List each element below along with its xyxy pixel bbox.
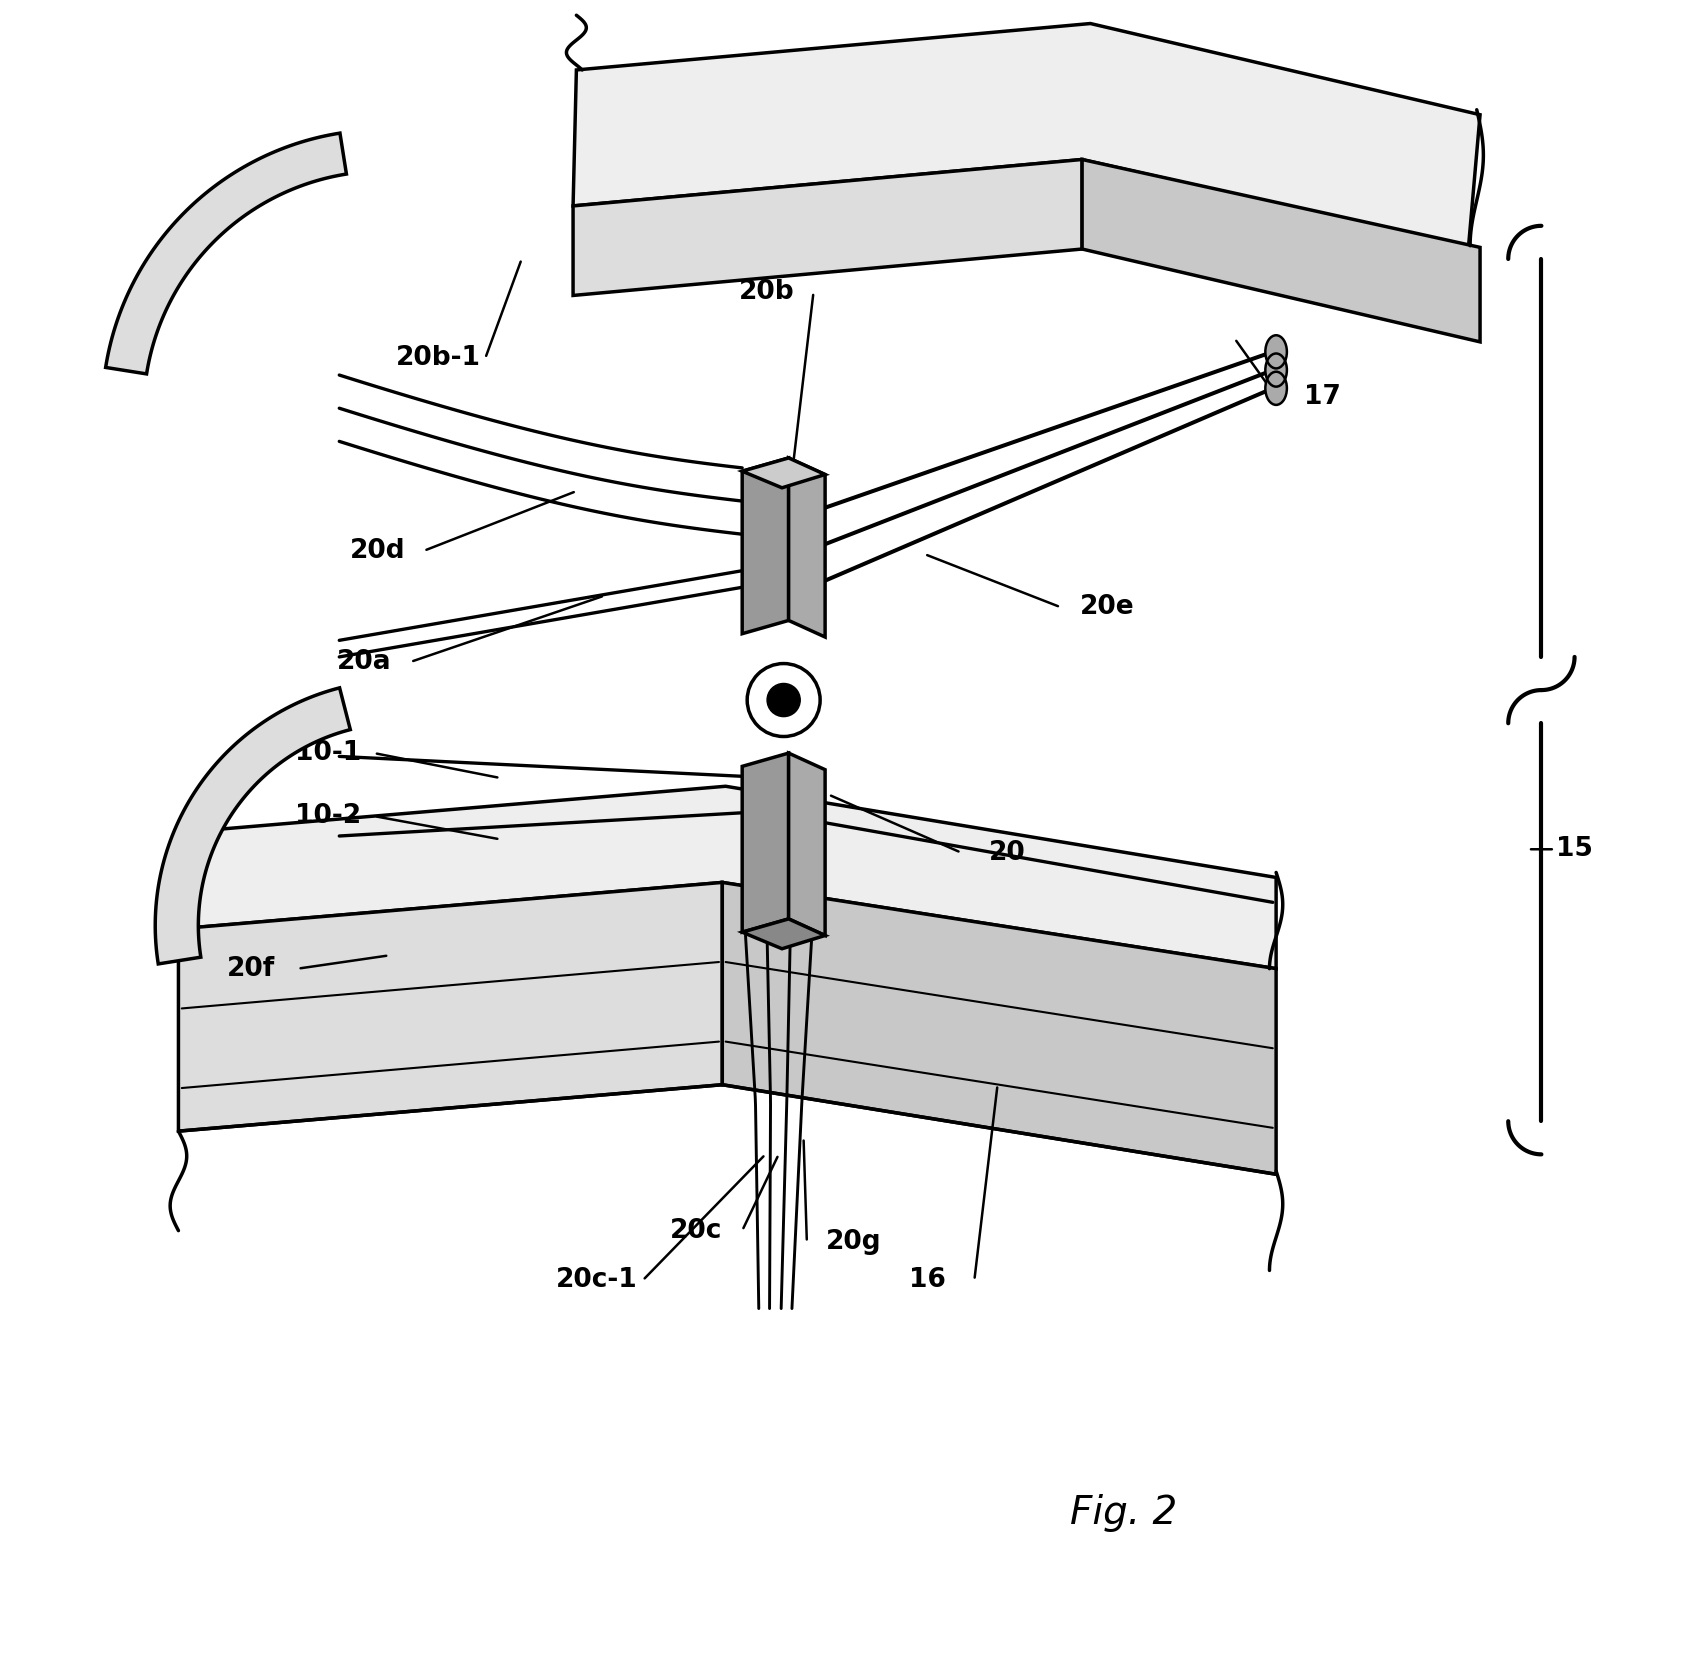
- Circle shape: [747, 664, 819, 736]
- Polygon shape: [789, 752, 824, 936]
- Polygon shape: [573, 23, 1480, 247]
- Polygon shape: [106, 134, 346, 375]
- Polygon shape: [721, 883, 1275, 1174]
- Text: 20g: 20g: [824, 1229, 880, 1256]
- Text: 20b-1: 20b-1: [395, 346, 481, 371]
- Polygon shape: [1081, 159, 1480, 341]
- Polygon shape: [741, 458, 789, 634]
- Text: 17: 17: [1304, 383, 1339, 410]
- Ellipse shape: [1265, 353, 1285, 386]
- Polygon shape: [789, 458, 824, 637]
- Ellipse shape: [1265, 371, 1285, 405]
- Polygon shape: [741, 920, 824, 948]
- Text: 20d: 20d: [350, 538, 405, 563]
- Polygon shape: [179, 786, 1275, 968]
- Text: 20a: 20a: [336, 649, 392, 675]
- Polygon shape: [741, 752, 789, 933]
- Polygon shape: [155, 687, 350, 965]
- Text: Fig. 2: Fig. 2: [1069, 1493, 1177, 1532]
- Text: 10-2: 10-2: [294, 803, 360, 829]
- Text: 16: 16: [909, 1267, 946, 1294]
- Polygon shape: [741, 458, 824, 488]
- Text: 20b: 20b: [738, 279, 794, 304]
- Text: 10-1: 10-1: [294, 741, 360, 766]
- Circle shape: [767, 684, 801, 717]
- Polygon shape: [179, 883, 721, 1132]
- Text: 20: 20: [988, 839, 1025, 866]
- Text: 20c-1: 20c-1: [556, 1267, 637, 1294]
- Polygon shape: [573, 159, 1081, 296]
- Text: 20e: 20e: [1079, 594, 1133, 620]
- Text: 20c: 20c: [669, 1217, 721, 1244]
- Text: 15: 15: [1556, 836, 1593, 863]
- Text: 20f: 20f: [226, 956, 275, 981]
- Ellipse shape: [1265, 336, 1285, 368]
